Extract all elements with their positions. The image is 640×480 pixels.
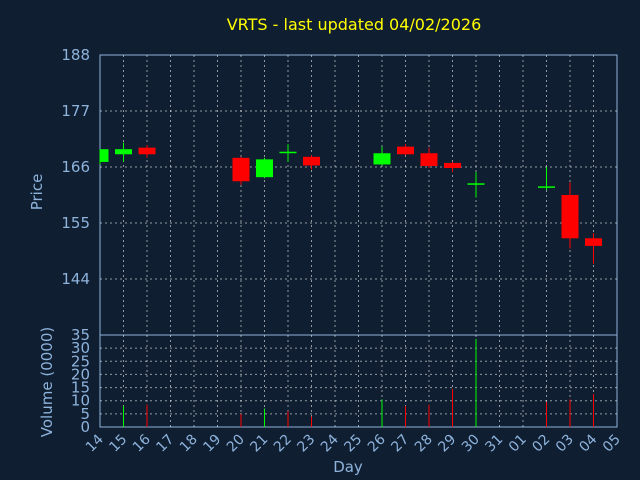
candle-body [232, 157, 250, 182]
volume-axis-label: Volume (0000) [38, 327, 56, 437]
x-tick-label: 18 [177, 432, 201, 456]
x-tick-label: 26 [365, 431, 389, 455]
x-tick-label: 28 [412, 432, 436, 456]
volume-tick-label: 5 [80, 405, 90, 423]
x-tick-label: 16 [130, 431, 154, 455]
x-tick-label: 17 [153, 432, 177, 456]
x-tick-label: 04 [576, 431, 600, 455]
volume-tick-label: 20 [71, 365, 90, 383]
price-tick-label: 144 [61, 270, 90, 288]
candle-body [303, 156, 320, 166]
chart-title: VRTS - last updated 04/02/2026 [227, 15, 482, 34]
x-tick-label: 19 [200, 432, 224, 456]
x-tick-label: 01 [506, 432, 530, 456]
candle-body [467, 183, 485, 185]
x-tick-label: 30 [459, 432, 483, 456]
price-tick-label: 166 [61, 158, 90, 176]
candle-body [138, 147, 156, 155]
volume-tick-label: 15 [71, 379, 90, 397]
x-tick-label: 24 [318, 431, 342, 455]
price-axis-label: Price [28, 174, 46, 211]
volume-tick-label: 25 [71, 352, 90, 370]
x-tick-label: 02 [529, 432, 553, 456]
x-tick-label: 20 [224, 432, 248, 456]
x-axis-label: Day [333, 458, 363, 476]
candle-body [256, 159, 273, 178]
price-tick-label: 177 [61, 102, 90, 120]
x-tick-label: 05 [600, 432, 624, 456]
volume-tick-label: 10 [71, 392, 90, 410]
volume-bars [123, 338, 594, 427]
candle-body [420, 153, 438, 166]
candle-body [397, 146, 414, 155]
candle-body [373, 153, 391, 165]
candle-body [444, 162, 461, 169]
grid-lines [100, 55, 617, 427]
axis-tick-labels: 14 15 16 17 18 19 20 21 22 23 24 25 26 27 28 29 30 31 01 02… [61, 46, 623, 455]
candle-body [279, 151, 297, 154]
price-candles [99, 142, 602, 264]
candle-body [561, 195, 579, 239]
volume-tick-label: 0 [80, 418, 90, 436]
candle-body [115, 149, 132, 155]
price-tick-label: 188 [61, 46, 90, 64]
candle-body [100, 149, 109, 162]
x-tick-label: 31 [482, 432, 506, 456]
x-tick-label: 22 [271, 432, 295, 456]
candle-body [585, 238, 602, 246]
x-tick-label: 27 [388, 432, 412, 456]
x-tick-label: 21 [247, 432, 271, 456]
x-tick-label: 25 [341, 432, 365, 456]
x-tick-label: 15 [106, 432, 130, 456]
price-tick-label: 155 [61, 214, 90, 232]
volume-tick-label: 30 [71, 339, 90, 357]
x-tick-label: 23 [294, 432, 318, 456]
candle-body [538, 186, 555, 188]
volume-tick-label: 35 [71, 326, 90, 344]
x-tick-label: 03 [553, 432, 577, 456]
x-tick-label: 29 [435, 432, 459, 456]
